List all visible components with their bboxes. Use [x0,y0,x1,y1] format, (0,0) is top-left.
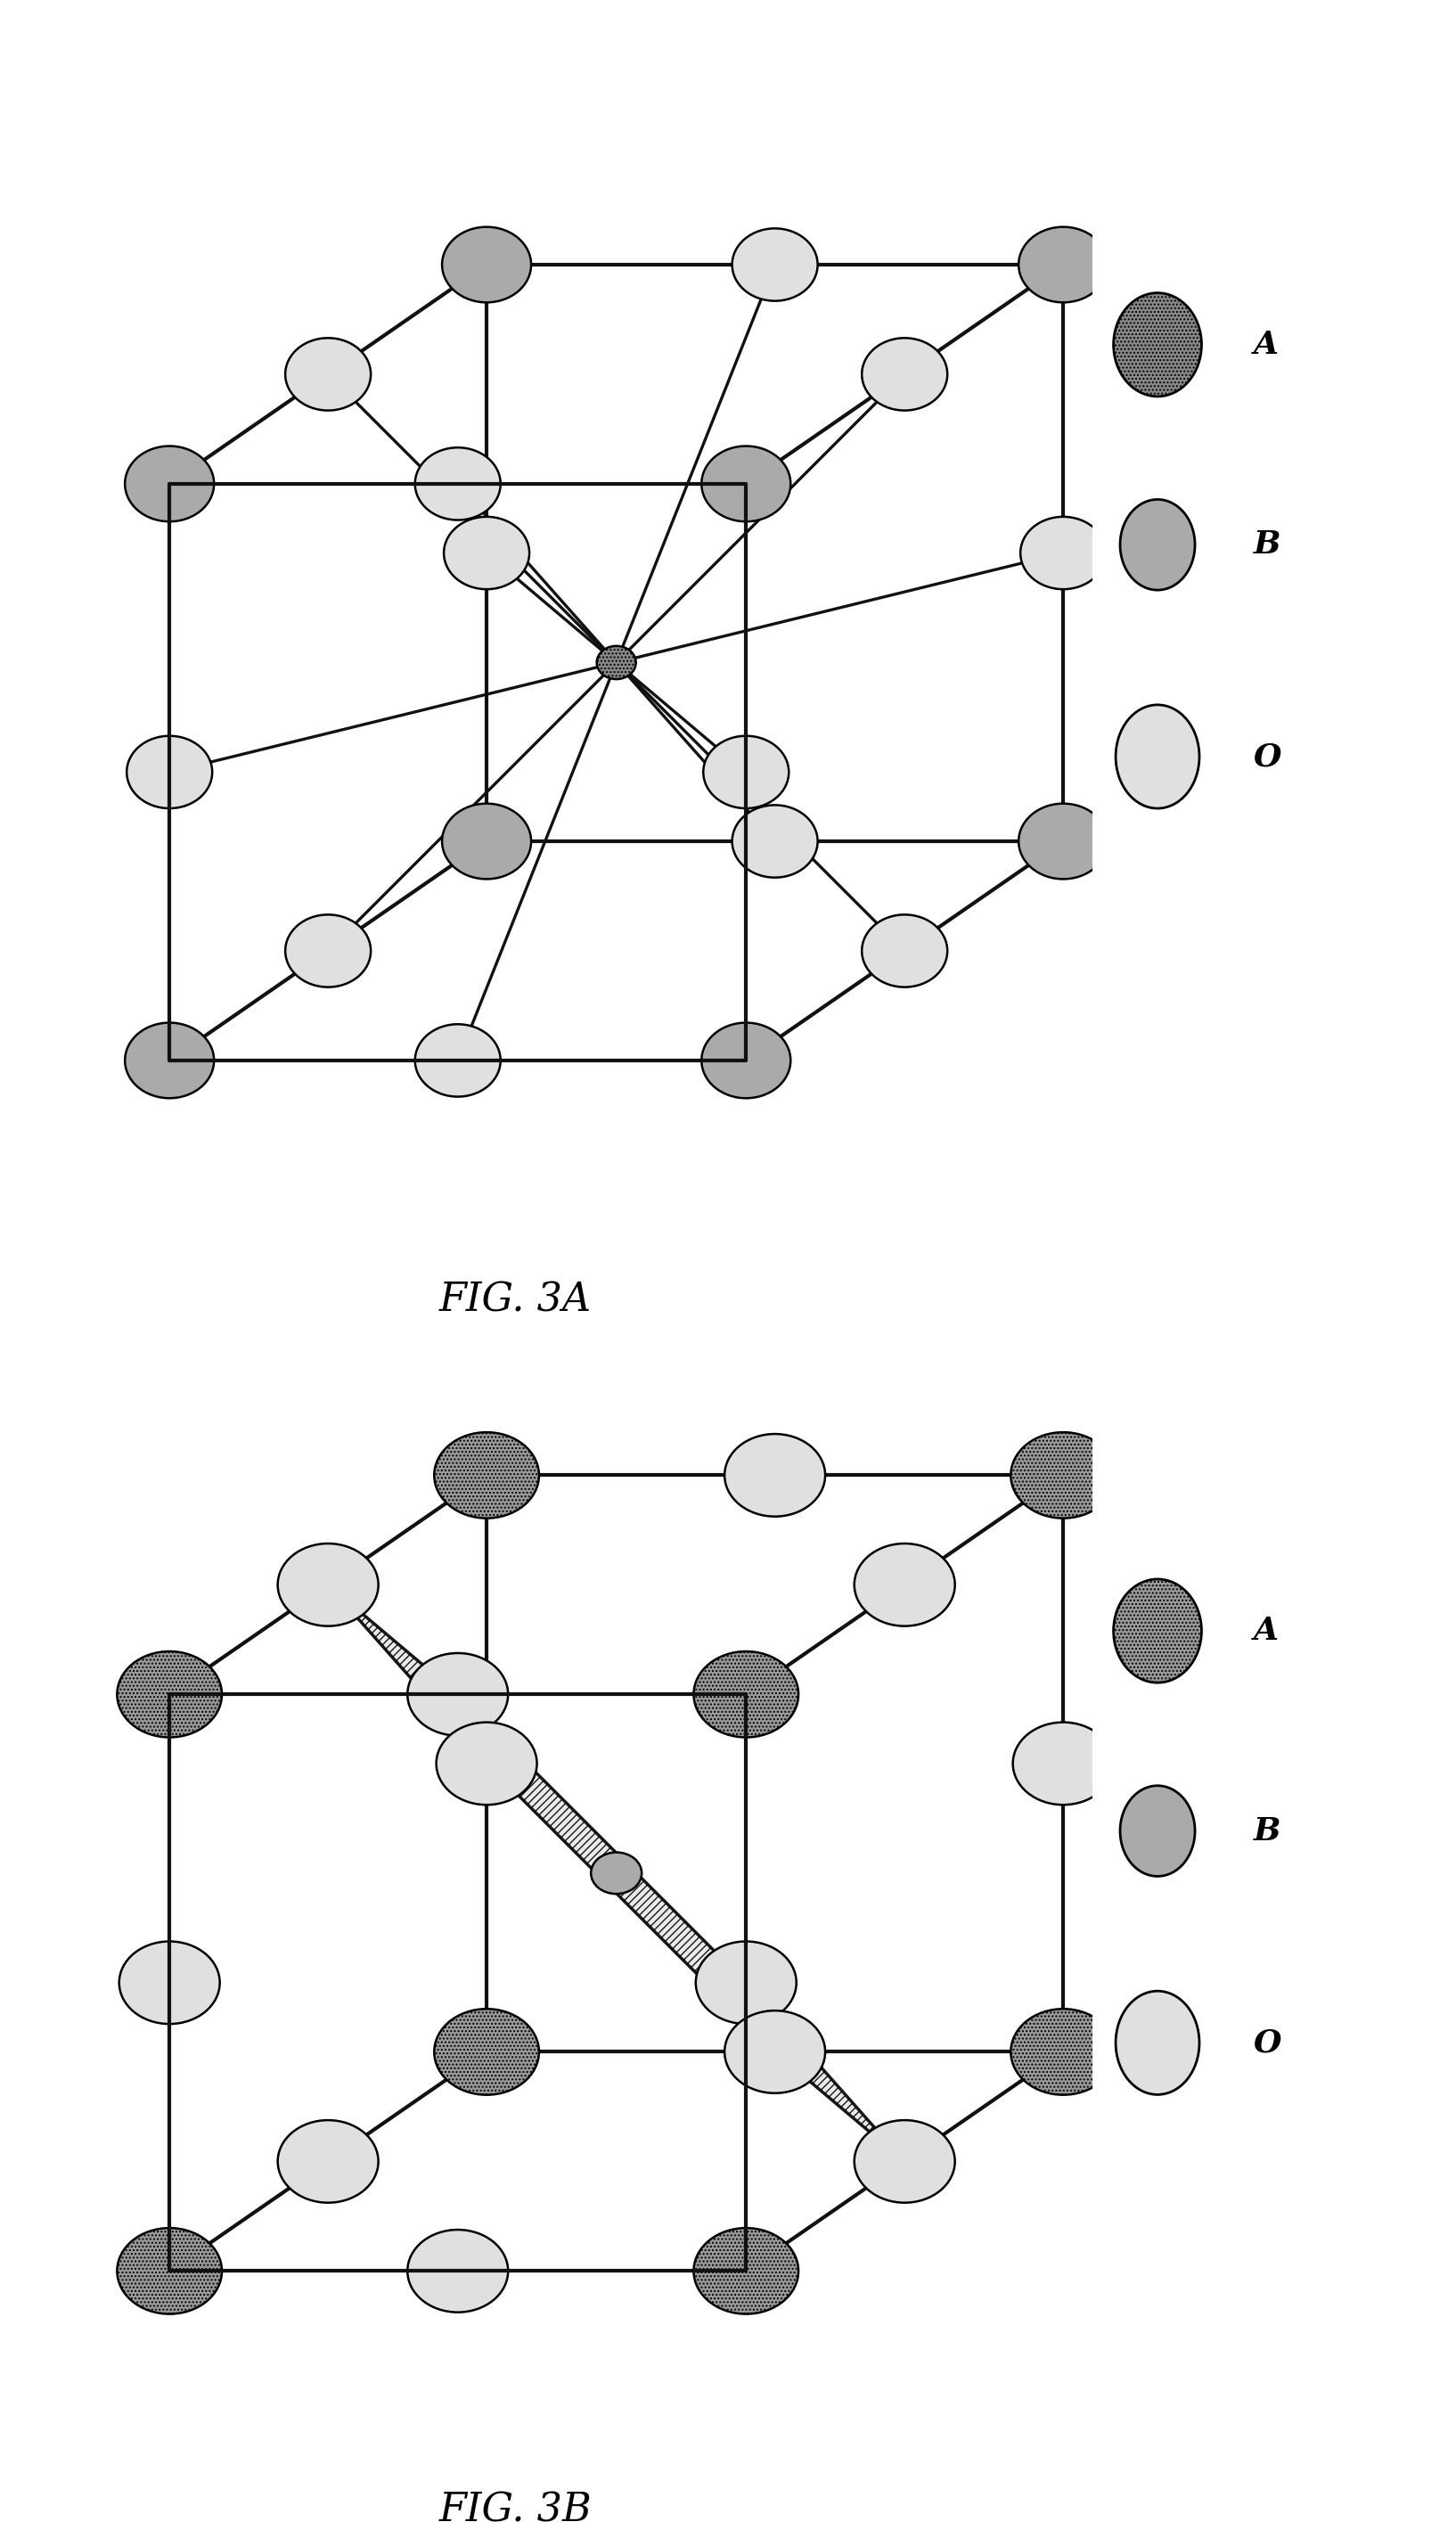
Text: A: A [1254,330,1278,361]
Ellipse shape [408,2229,508,2313]
Ellipse shape [732,230,818,300]
Ellipse shape [862,338,948,411]
Ellipse shape [597,646,636,678]
Ellipse shape [732,805,818,878]
Ellipse shape [591,1851,642,1894]
Ellipse shape [278,2121,379,2202]
Ellipse shape [1115,1990,1200,2096]
Ellipse shape [443,227,531,303]
Text: FIG. 3B: FIG. 3B [438,2492,593,2522]
Ellipse shape [125,1024,214,1097]
Ellipse shape [862,915,948,986]
Ellipse shape [702,446,791,522]
Ellipse shape [702,1024,791,1097]
Ellipse shape [1114,293,1201,396]
Text: B: B [1254,1816,1281,1846]
Ellipse shape [285,338,371,411]
Ellipse shape [125,446,214,522]
Ellipse shape [1019,227,1108,303]
Ellipse shape [1120,499,1195,590]
Ellipse shape [434,2010,539,2096]
Ellipse shape [855,2121,955,2202]
Text: O: O [1254,741,1281,772]
Ellipse shape [116,2227,221,2315]
Ellipse shape [1013,1723,1114,1806]
Ellipse shape [285,915,371,986]
Ellipse shape [725,2010,826,2093]
Text: B: B [1254,530,1281,560]
Ellipse shape [415,446,501,520]
Ellipse shape [116,1652,221,1738]
Ellipse shape [443,805,531,880]
Ellipse shape [1019,805,1108,880]
Ellipse shape [693,1652,798,1738]
Ellipse shape [434,1432,539,1518]
Ellipse shape [415,1024,501,1097]
Ellipse shape [725,1435,826,1516]
Ellipse shape [119,1942,220,2025]
Ellipse shape [278,1543,379,1627]
Ellipse shape [1115,704,1200,810]
Ellipse shape [408,1652,508,1735]
Ellipse shape [855,1543,955,1627]
Ellipse shape [1114,1579,1201,1682]
Text: FIG. 3A: FIG. 3A [440,1281,591,1319]
Ellipse shape [437,1723,537,1806]
Ellipse shape [703,736,789,810]
Ellipse shape [1010,1432,1115,1518]
Ellipse shape [1120,1786,1195,1876]
Ellipse shape [696,1942,796,2025]
Polygon shape [328,1584,904,2161]
Ellipse shape [1021,517,1107,590]
Ellipse shape [444,517,530,590]
Ellipse shape [127,736,213,810]
Ellipse shape [1010,2010,1115,2096]
Text: O: O [1254,2028,1281,2058]
Ellipse shape [693,2227,798,2315]
Text: A: A [1254,1617,1278,1647]
